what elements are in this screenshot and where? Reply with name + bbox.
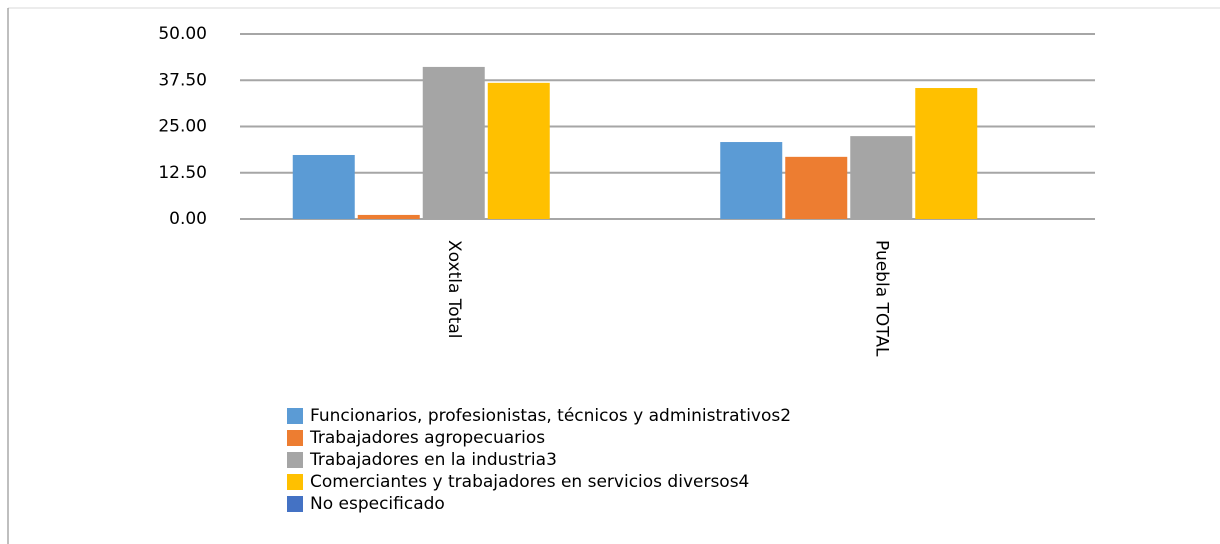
y-tick-label: 25.00 bbox=[158, 117, 207, 137]
bar bbox=[487, 82, 550, 219]
bar bbox=[915, 88, 978, 220]
y-tick-label: 50.00 bbox=[158, 24, 207, 44]
legend-swatch bbox=[287, 408, 303, 424]
legend-swatch bbox=[287, 496, 303, 512]
bar bbox=[422, 66, 485, 220]
x-tick-label: Xoxtla Total bbox=[444, 240, 464, 339]
y-tick-label: 12.50 bbox=[158, 163, 207, 183]
bar bbox=[357, 214, 420, 219]
legend-label: Trabajadores en la industria3 bbox=[309, 450, 557, 470]
bar bbox=[850, 136, 913, 219]
bar bbox=[292, 154, 355, 219]
x-tick-label: Puebla TOTAL bbox=[871, 240, 891, 357]
y-tick-label: 0.00 bbox=[169, 209, 207, 229]
legend-swatch bbox=[287, 430, 303, 446]
bar bbox=[720, 142, 783, 219]
legend-swatch bbox=[287, 452, 303, 468]
y-tick-label: 37.50 bbox=[158, 70, 207, 90]
legend-label: Trabajadores agropecuarios bbox=[309, 428, 545, 448]
legend-label: No especificado bbox=[310, 494, 445, 514]
bar bbox=[785, 156, 848, 219]
legend-swatch bbox=[287, 474, 303, 490]
legend-label: Comerciantes y trabajadores en servicios… bbox=[310, 472, 749, 492]
legend-label: Funcionarios, profesionistas, técnicos y… bbox=[310, 406, 791, 426]
